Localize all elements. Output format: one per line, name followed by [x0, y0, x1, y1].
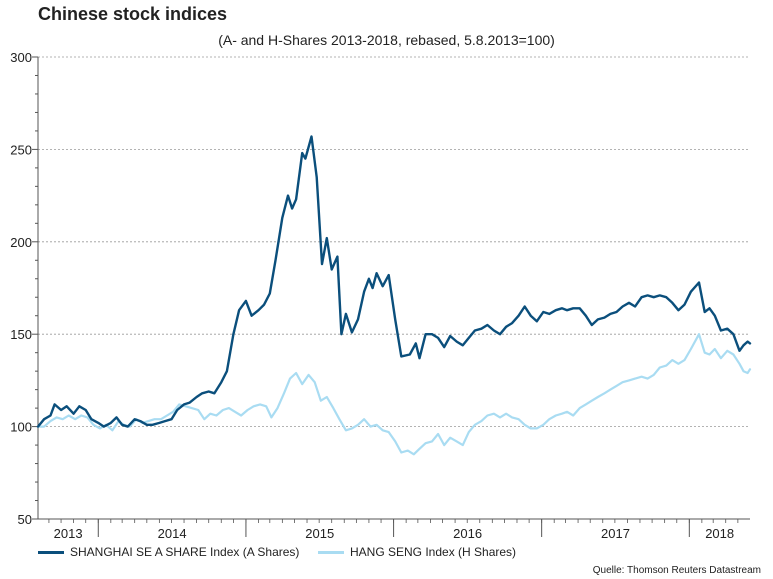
x-tick-label: 2014 [158, 526, 187, 541]
series-line-h-shares [36, 333, 752, 456]
legend-item-h-shares: HANG SENG Index (H Shares) [318, 545, 516, 559]
source-note: Quelle: Thomson Reuters Datastream [592, 565, 761, 576]
x-tick-label: 2013 [54, 526, 83, 541]
legend-label-h-shares: HANG SENG Index (H Shares) [350, 545, 517, 559]
y-tick-label: 50 [18, 512, 32, 527]
x-tick-label: 2018 [705, 526, 734, 541]
series-line-a-shares [36, 135, 752, 428]
x-tick-label: 2017 [601, 526, 630, 541]
legend-label-a-shares: SHANGHAI SE A SHARE Index (A Shares) [70, 545, 300, 559]
grid-lines [38, 56, 750, 428]
chart-title: Chinese stock indices [38, 4, 228, 24]
series-lines [36, 135, 752, 456]
x-tick-label: 2015 [305, 526, 334, 541]
legend-swatch-h-shares [318, 550, 344, 554]
x-tick-label: 2016 [453, 526, 482, 541]
y-tick-label: 100 [10, 420, 32, 435]
legend-item-a-shares: SHANGHAI SE A SHARE Index (A Shares) [38, 545, 299, 559]
chart-subtitle: (A- and H-Shares 2013-2018, rebased, 5.8… [218, 32, 555, 48]
y-tick-label: 250 [10, 142, 32, 157]
y-tick-label: 200 [10, 235, 32, 250]
legend-swatch-a-shares [38, 550, 64, 554]
y-tick-label: 300 [10, 50, 32, 65]
y-tick-label: 150 [10, 327, 32, 342]
axes: 50 100 150 200 250 300 2013 2014 2015 2016 2017 201… [10, 50, 750, 541]
